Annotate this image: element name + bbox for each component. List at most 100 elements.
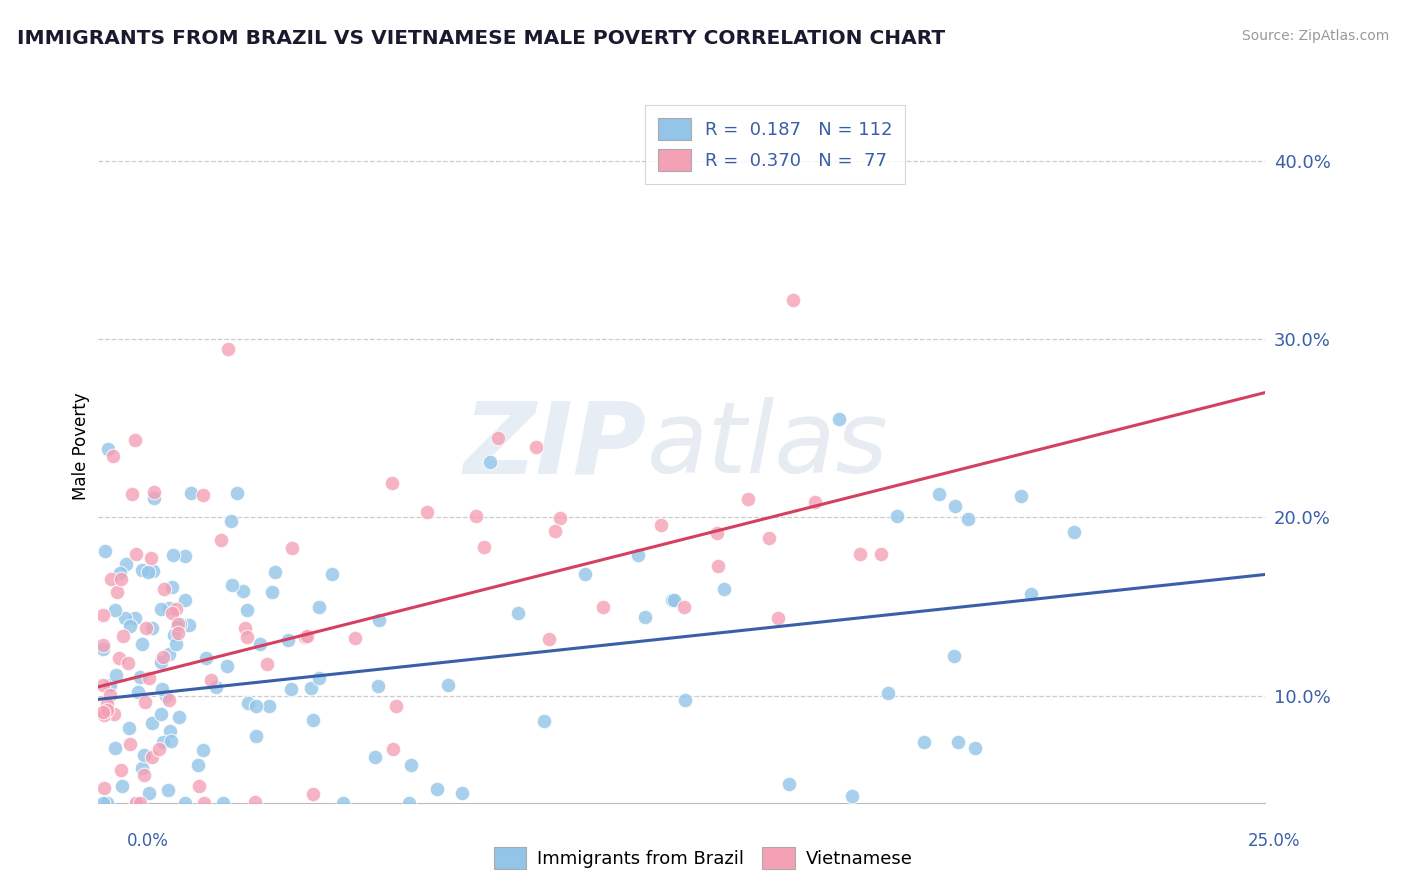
Point	[876, 685, 898, 699]
Point	[713, 582, 735, 596]
Point	[91, 642, 114, 657]
Point	[131, 761, 153, 775]
Point	[160, 733, 183, 747]
Point	[91, 705, 114, 719]
Point	[943, 499, 966, 513]
Text: IMMIGRANTS FROM BRAZIL VS VIETNAMESE MALE POVERTY CORRELATION CHART: IMMIGRANTS FROM BRAZIL VS VIETNAMESE MAL…	[17, 29, 945, 47]
Point	[673, 693, 696, 707]
Text: 25.0%: 25.0%	[1249, 831, 1301, 849]
Point	[136, 565, 159, 579]
Point	[870, 547, 893, 561]
Point	[533, 714, 555, 728]
Point	[110, 763, 132, 777]
Point	[101, 449, 124, 463]
Point	[650, 517, 672, 532]
Point	[367, 613, 389, 627]
Point	[257, 699, 280, 714]
Point	[187, 757, 209, 772]
Legend: Immigrants from Brazil, Vietnamese: Immigrants from Brazil, Vietnamese	[486, 839, 920, 876]
Point	[264, 565, 287, 579]
Point	[131, 637, 153, 651]
Point	[157, 601, 180, 615]
Point	[155, 689, 177, 703]
Point	[91, 638, 114, 652]
Point	[125, 796, 148, 810]
Point	[737, 491, 759, 506]
Point	[415, 505, 437, 519]
Point	[294, 631, 316, 645]
Point	[778, 776, 800, 790]
Point	[134, 695, 156, 709]
Point	[97, 442, 120, 456]
Point	[308, 599, 330, 614]
Point	[143, 491, 166, 505]
Point	[180, 485, 202, 500]
Point	[262, 584, 284, 599]
Point	[131, 563, 153, 577]
Point	[118, 737, 141, 751]
Point	[574, 566, 596, 581]
Point	[332, 796, 354, 810]
Point	[115, 557, 138, 571]
Point	[118, 721, 141, 735]
Point	[114, 611, 136, 625]
Point	[174, 593, 197, 607]
Point	[149, 707, 172, 722]
Point	[129, 670, 152, 684]
Point	[118, 618, 141, 632]
Text: Source: ZipAtlas.com: Source: ZipAtlas.com	[1241, 29, 1389, 43]
Point	[134, 747, 156, 762]
Point	[478, 455, 501, 469]
Point	[706, 526, 728, 541]
Text: 0.0%: 0.0%	[127, 831, 169, 849]
Point	[277, 632, 299, 647]
Point	[217, 659, 239, 673]
Point	[506, 606, 529, 620]
Point	[165, 601, 187, 615]
Point	[149, 602, 172, 616]
Point	[661, 593, 683, 607]
Point	[364, 750, 387, 764]
Point	[295, 629, 318, 643]
Point	[141, 621, 163, 635]
Point	[134, 768, 156, 782]
Point	[249, 637, 271, 651]
Point	[105, 584, 128, 599]
Point	[782, 293, 804, 307]
Point	[308, 671, 330, 685]
Point	[153, 582, 176, 597]
Point	[236, 630, 259, 644]
Point	[302, 713, 325, 727]
Point	[96, 704, 118, 718]
Point	[804, 495, 827, 509]
Point	[758, 531, 780, 545]
Point	[1010, 489, 1032, 503]
Point	[174, 549, 197, 564]
Point	[194, 651, 217, 665]
Point	[538, 632, 561, 646]
Point	[91, 677, 114, 691]
Point	[321, 566, 343, 581]
Point	[221, 578, 243, 592]
Point	[488, 431, 510, 445]
Point	[169, 617, 191, 632]
Point	[93, 707, 115, 722]
Point	[187, 779, 209, 793]
Point	[841, 789, 863, 803]
Point	[138, 786, 160, 800]
Point	[450, 786, 472, 800]
Point	[886, 509, 908, 524]
Point	[143, 484, 166, 499]
Point	[548, 511, 571, 525]
Point	[673, 600, 696, 615]
Point	[768, 611, 790, 625]
Point	[121, 487, 143, 501]
Point	[928, 487, 950, 501]
Point	[96, 697, 118, 711]
Point	[398, 796, 420, 810]
Point	[707, 559, 730, 574]
Point	[152, 735, 174, 749]
Point	[159, 693, 181, 707]
Legend: R =  0.187   N = 112, R =  0.370   N =  77: R = 0.187 N = 112, R = 0.370 N = 77	[645, 105, 905, 184]
Point	[98, 688, 121, 702]
